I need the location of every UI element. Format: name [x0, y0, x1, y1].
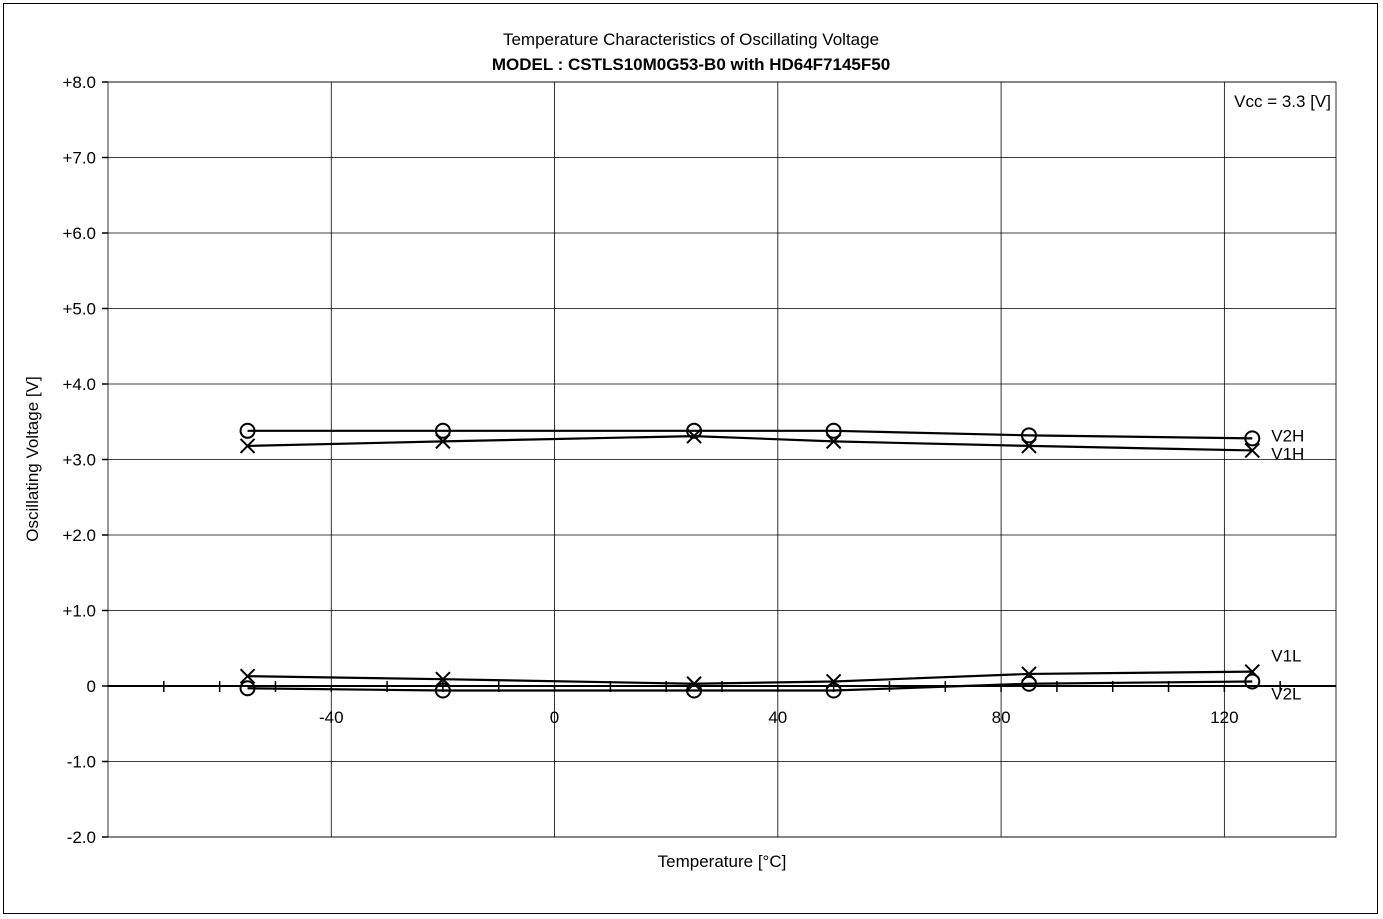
y-tick-label: +6.0	[62, 224, 96, 243]
marker-v2h	[239, 422, 256, 439]
marker-v2l	[825, 682, 842, 699]
series-line-v1h	[247, 434, 1253, 452]
y-tick-label: +8.0	[62, 73, 96, 92]
marker-v2l	[1021, 675, 1037, 692]
series-line-v2h	[247, 429, 1253, 440]
y-tick-label: +2.0	[62, 526, 96, 545]
y-tick-label: +1.0	[62, 602, 96, 621]
label-layer: +8.0 +7.0 +6.0 +5.0 +4.0 +3.0 +2.0 +1.0 0 -1.0 -2.…	[62, 73, 1304, 847]
y-tick-label: +7.0	[62, 149, 96, 168]
y-axis-label: Oscillating Voltage [V]	[23, 376, 42, 541]
marker-v1h	[435, 433, 451, 450]
chart-subtitle: MODEL : CSTLS10M0G53-B0 with HD64F7145F5…	[492, 55, 890, 74]
marker-v1h	[239, 438, 256, 454]
y-tick-label: +5.0	[62, 300, 96, 319]
y-tick-label: +3.0	[62, 451, 96, 470]
marker-v2h	[686, 422, 703, 439]
series-label-v1l: V1L	[1271, 647, 1301, 666]
series-label-v2l: V2L	[1271, 684, 1301, 703]
marker-v1h	[686, 428, 702, 444]
x-tick-label: 80	[992, 708, 1011, 727]
x-tick-label: 40	[768, 708, 787, 727]
marker-v1h	[1021, 438, 1037, 454]
y-tick-label: -1.0	[67, 753, 96, 772]
marker-v2h	[825, 422, 842, 439]
series-line-v2l	[247, 680, 1253, 692]
grid-layer	[107, 81, 1337, 838]
marker-v1h	[825, 433, 842, 450]
marker-v2h	[434, 422, 451, 439]
series-line-v1l	[247, 670, 1253, 685]
marker-v2l	[686, 682, 703, 699]
chart-frame	[3, 3, 1378, 914]
marker-v2l	[434, 682, 451, 699]
chart-title: Temperature Characteristics of Oscillati…	[503, 30, 879, 49]
series-label-v2h: V2H	[1271, 426, 1304, 445]
marker-v2h	[1021, 427, 1037, 444]
vcc-annotation: Vcc = 3.3 [V]	[1234, 92, 1331, 111]
marker-v1l	[239, 668, 256, 684]
y-tick-label: +4.0	[62, 375, 96, 394]
marker-v2h	[1244, 430, 1261, 447]
x-tick-label: -40	[319, 708, 344, 727]
marker-v2l	[1244, 673, 1261, 690]
series-label-v1h: V1H	[1271, 444, 1304, 463]
marker-v2l	[239, 680, 256, 697]
y-tick-label: 0	[87, 677, 96, 696]
x-axis-label: Temperature [°C]	[658, 852, 787, 871]
x-tick-label: 0	[550, 708, 559, 727]
y-tick-label: -2.0	[67, 828, 96, 847]
marker-v1l	[435, 671, 451, 687]
marker-v1h	[1244, 442, 1260, 459]
series-layer	[239, 422, 1261, 699]
x-tick-label: 120	[1210, 708, 1238, 727]
